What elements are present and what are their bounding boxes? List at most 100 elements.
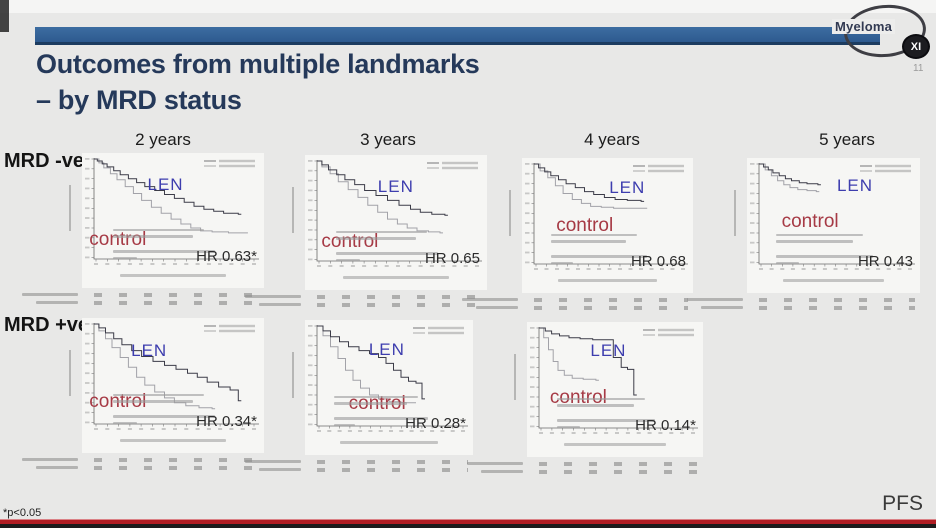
slide-number: 11 xyxy=(913,63,924,74)
numbers-at-risk-table xyxy=(22,457,264,473)
stats-text-smudge xyxy=(112,250,215,253)
stats-text-smudge xyxy=(335,237,417,240)
x-axis-caption-smudge xyxy=(120,439,226,442)
stats-text-smudge xyxy=(776,233,863,237)
hazard-ratio-label: HR 0.34* xyxy=(196,413,257,430)
column-header-2-years: 2 years xyxy=(135,130,191,149)
len-curve xyxy=(534,163,645,202)
at-risk-row-label-smudge xyxy=(462,298,518,301)
stats-text-smudge xyxy=(551,255,647,258)
x-axis-caption-smudge xyxy=(120,274,226,277)
row-label-mrd-positive: MRD +ve xyxy=(4,314,90,336)
at-risk-numbers-smudge xyxy=(534,298,688,302)
at-risk-numbers-smudge xyxy=(317,295,481,299)
endpoint-label: PFS xyxy=(882,492,923,515)
x-axis-caption-smudge xyxy=(557,279,658,282)
at-risk-row xyxy=(467,461,703,469)
stats-text-smudge xyxy=(112,256,137,260)
km-plot-svg xyxy=(530,327,698,434)
numbers-at-risk-table xyxy=(245,459,473,475)
at-risk-row-label-smudge xyxy=(259,303,301,306)
x-axis-caption-smudge xyxy=(340,441,438,444)
control-series-label: control xyxy=(781,210,839,232)
at-risk-row-label-smudge xyxy=(476,306,518,309)
at-risk-numbers-smudge xyxy=(534,306,688,310)
y-axis-label-smudge xyxy=(69,185,71,231)
len-series-label: LEN xyxy=(147,174,184,194)
len-series-label: LEN xyxy=(609,178,646,198)
km-panel-mrd-pos-3y: LEN control HR 0.28* xyxy=(245,320,473,472)
at-risk-row-label-smudge xyxy=(36,301,78,304)
stats-text-smudge xyxy=(333,395,418,399)
at-risk-row xyxy=(687,297,920,305)
at-risk-row-label-smudge xyxy=(701,306,743,309)
stats-text-smudge xyxy=(335,230,427,234)
header-accent-bar xyxy=(35,27,880,45)
km-plot-svg xyxy=(85,158,259,265)
km-plot-svg xyxy=(85,323,259,430)
at-risk-numbers-smudge xyxy=(539,462,698,466)
km-panel-mrd-pos-4y: LEN control HR 0.14* xyxy=(467,322,703,474)
at-risk-numbers-smudge xyxy=(317,303,481,307)
at-risk-row-label-smudge xyxy=(22,293,78,296)
stats-text-smudge xyxy=(333,423,356,427)
hazard-ratio-label: HR 0.65 xyxy=(424,250,480,267)
at-risk-row xyxy=(22,292,264,300)
numbers-at-risk-table xyxy=(245,294,487,310)
len-series-label: LEN xyxy=(377,176,414,196)
stats-text-smudge xyxy=(112,421,137,425)
at-risk-numbers-smudge xyxy=(94,301,258,305)
km-plot-svg xyxy=(750,163,915,270)
km-plot-svg xyxy=(308,325,468,432)
bottom-red-line xyxy=(0,519,936,524)
hazard-ratio-label: HR 0.68 xyxy=(630,253,686,270)
at-risk-numbers-smudge xyxy=(539,470,698,474)
y-axis-label-smudge xyxy=(509,190,511,236)
km-plot-svg xyxy=(525,163,688,270)
x-axis-caption-smudge xyxy=(563,443,667,446)
at-risk-row xyxy=(245,459,473,467)
control-curve xyxy=(317,160,443,234)
len-curve xyxy=(94,323,242,402)
at-risk-numbers-smudge xyxy=(317,460,469,464)
len-series-label: LEN xyxy=(131,340,168,360)
stats-text-smudge xyxy=(112,415,215,418)
hazard-ratio-label: HR 0.28* xyxy=(405,415,466,432)
at-risk-row-label-smudge xyxy=(245,460,301,463)
km-panel-mrd-neg-4y: LEN control HR 0.68 xyxy=(462,158,693,310)
hazard-ratio-label: HR 0.14* xyxy=(635,417,696,434)
at-risk-row xyxy=(259,302,487,310)
at-risk-numbers-smudge xyxy=(759,306,915,310)
y-axis-label-smudge xyxy=(69,350,71,396)
significance-footnote: *p<0.05 xyxy=(3,507,42,519)
len-curve xyxy=(759,163,821,186)
stats-text-smudge xyxy=(776,261,799,265)
at-risk-row xyxy=(36,465,264,473)
stats-text-smudge xyxy=(556,397,645,401)
stats-text-smudge xyxy=(551,261,574,265)
km-panel-mrd-neg-5y: LEN control HR 0.43 xyxy=(687,158,920,310)
stats-text-smudge xyxy=(333,402,408,405)
at-risk-numbers-smudge xyxy=(94,466,258,470)
title-line-2: – by MRD status xyxy=(36,85,242,115)
at-risk-row xyxy=(476,305,693,313)
at-risk-row-label-smudge xyxy=(22,458,78,461)
stats-text-smudge xyxy=(112,393,204,397)
numbers-at-risk-table xyxy=(462,297,693,313)
stats-text-smudge xyxy=(776,255,874,258)
control-curve xyxy=(317,325,416,404)
km-panel-mrd-neg-2y: LEN control HR 0.63* xyxy=(22,153,264,305)
at-risk-row-label-smudge xyxy=(687,298,743,301)
control-curve xyxy=(94,323,216,410)
km-panel-mrd-pos-2y: LEN control HR 0.34* xyxy=(22,318,264,470)
title-line-1: Outcomes from multiple landmarks xyxy=(36,49,480,79)
at-risk-row xyxy=(701,305,920,313)
myeloma-xi-logo: Myeloma XI xyxy=(830,1,934,66)
logo-wordmark: Myeloma xyxy=(832,19,896,34)
numbers-at-risk-table xyxy=(687,297,920,313)
at-risk-numbers-smudge xyxy=(94,293,258,297)
stats-text-smudge xyxy=(112,400,194,403)
x-axis-caption-smudge xyxy=(783,279,884,282)
control-series-label: control xyxy=(550,387,607,409)
stats-text-smudge xyxy=(776,240,853,243)
